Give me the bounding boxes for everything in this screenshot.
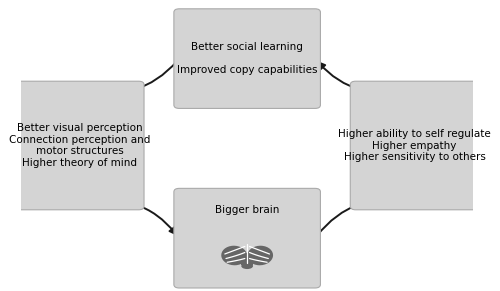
FancyBboxPatch shape (174, 188, 320, 288)
FancyBboxPatch shape (242, 253, 253, 265)
FancyBboxPatch shape (16, 81, 144, 210)
Ellipse shape (222, 246, 247, 265)
Text: Better visual perception
Connection perception and
motor structures
Higher theor: Better visual perception Connection perc… (9, 123, 150, 168)
FancyBboxPatch shape (174, 9, 320, 109)
Text: Better social learning

Improved copy capabilities: Better social learning Improved copy cap… (177, 42, 318, 75)
Ellipse shape (242, 263, 253, 269)
FancyArrowPatch shape (82, 201, 176, 234)
Text: Bigger brain: Bigger brain (215, 205, 280, 215)
FancyArrowPatch shape (84, 61, 178, 92)
FancyBboxPatch shape (350, 81, 478, 210)
FancyArrowPatch shape (316, 200, 410, 236)
FancyArrowPatch shape (318, 62, 412, 92)
Ellipse shape (247, 246, 273, 265)
Text: Higher ability to self regulate
Higher empathy
Higher sensitivity to others: Higher ability to self regulate Higher e… (338, 129, 491, 162)
